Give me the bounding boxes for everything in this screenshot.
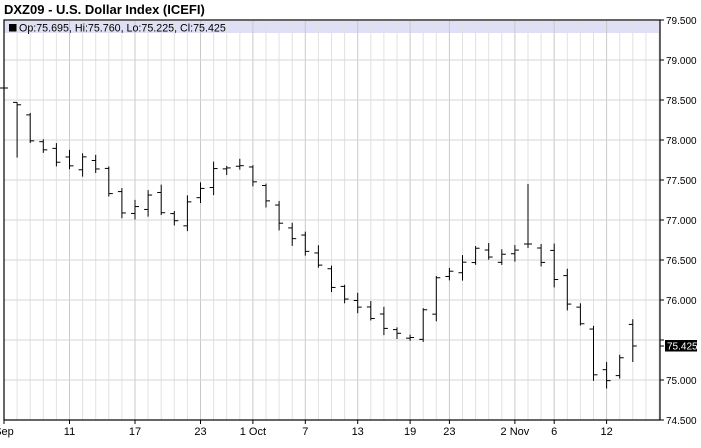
svg-text:Sep: Sep [0, 426, 14, 438]
svg-text:17: 17 [129, 426, 141, 438]
svg-text:76.500: 76.500 [666, 256, 697, 267]
svg-text:2 Nov: 2 Nov [501, 426, 530, 438]
svg-text:74.500: 74.500 [666, 416, 697, 427]
svg-text:23: 23 [194, 426, 206, 438]
svg-text:75.425: 75.425 [667, 341, 698, 352]
svg-text:7: 7 [302, 426, 308, 438]
svg-text:77.000: 77.000 [666, 216, 697, 227]
svg-text:76.000: 76.000 [666, 296, 697, 307]
svg-text:78.000: 78.000 [666, 136, 697, 147]
svg-text:78.500: 78.500 [666, 96, 697, 107]
svg-text:75.000: 75.000 [666, 376, 697, 387]
svg-text:79.500: 79.500 [666, 16, 697, 27]
svg-text:12: 12 [600, 426, 612, 438]
svg-text:79.000: 79.000 [666, 56, 697, 67]
svg-text:1 Oct: 1 Oct [240, 426, 266, 438]
svg-text:19: 19 [404, 426, 416, 438]
svg-text:6: 6 [551, 426, 557, 438]
svg-text:Op:75.695, Hi:75.760, Lo:75.22: Op:75.695, Hi:75.760, Lo:75.225, Cl:75.4… [19, 23, 226, 35]
svg-text:13: 13 [352, 426, 364, 438]
svg-text:77.500: 77.500 [666, 176, 697, 187]
svg-text:23: 23 [443, 426, 455, 438]
svg-text:11: 11 [64, 426, 75, 438]
